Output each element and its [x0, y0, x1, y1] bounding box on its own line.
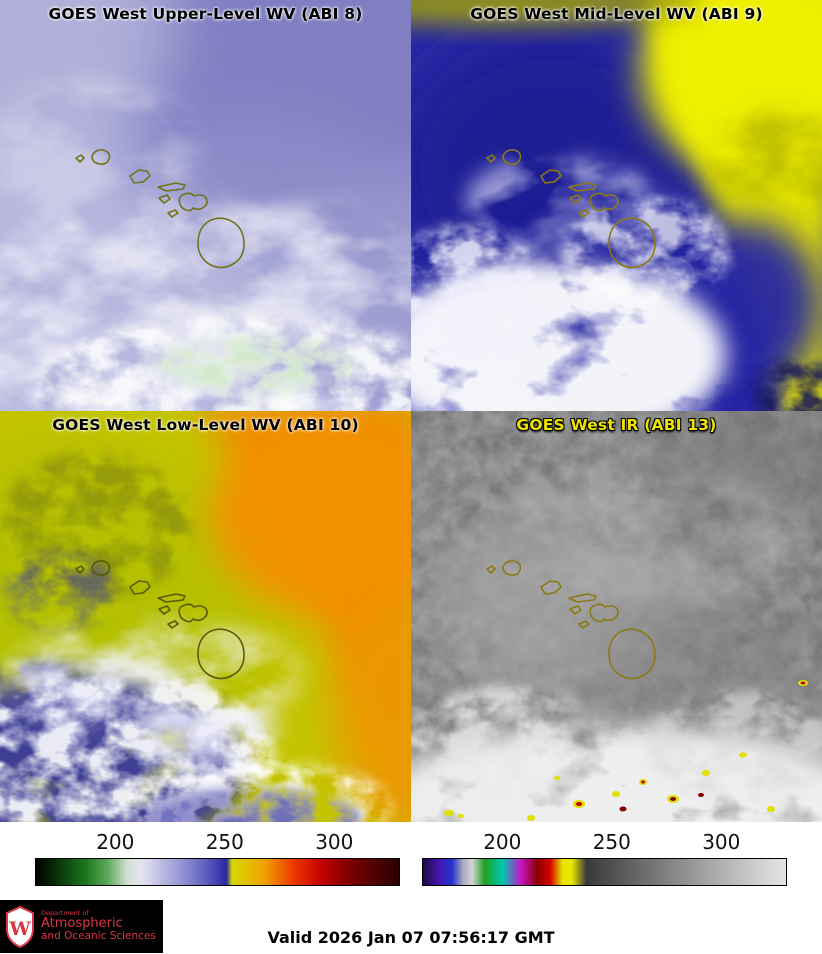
logo-line1: Atmospheric [41, 916, 123, 932]
colorbar-tick-label: 250 [205, 830, 244, 854]
panel-title-abi9: GOES West Mid-Level WV (ABI 9) [470, 5, 763, 23]
panel-title-abi10: GOES West Low-Level WV (ABI 10) [52, 416, 359, 434]
ir-colorbar: 200 250 300 [422, 830, 787, 886]
ir-colorbar-gradient [422, 858, 787, 886]
valid-timestamp: Valid 2026 Jan 07 07:56:17 GMT [267, 928, 555, 947]
panel-upper-level-wv: GOES West Upper-Level WV (ABI 8) [0, 0, 411, 411]
satellite-image-abi9 [411, 0, 822, 411]
satellite-image-abi10 [0, 411, 411, 822]
logo-line2: and Oceanic Sciences [41, 930, 156, 943]
panel-title-abi13: GOES West IR (ABI 13) [516, 416, 717, 434]
panel-ir: GOES West IR (ABI 13) [411, 411, 822, 822]
colorbar-tick-label: 300 [702, 830, 741, 854]
ir-colorbar-labels: 200 250 300 [422, 830, 787, 858]
colorbar-tick-label: 200 [96, 830, 135, 854]
satellite-image-abi8 [0, 0, 411, 411]
footer: W Department of Atmospheric and Oceanic … [0, 886, 822, 954]
panel-title-abi8: GOES West Upper-Level WV (ABI 8) [48, 5, 363, 23]
wv-colorbar-gradient [35, 858, 400, 886]
panel-mid-level-wv: GOES West Mid-Level WV (ABI 9) [411, 0, 822, 411]
panel-low-level-wv: GOES West Low-Level WV (ABI 10) [0, 411, 411, 822]
satellite-image-abi13 [411, 411, 822, 822]
aos-logo: W Department of Atmospheric and Oceanic … [0, 900, 163, 953]
colorbar-tick-label: 200 [483, 830, 522, 854]
cold-cloud-top-specks [444, 680, 808, 821]
logo-dept-line: Department of [41, 909, 89, 918]
logo-text: Department of Atmospheric and Oceanic Sc… [41, 910, 156, 942]
wv-colorbar-labels: 200 250 300 [35, 830, 400, 858]
panel-grid: GOES West Upper-Level WV (ABI 8) GOES [0, 0, 822, 822]
colorbar-tick-label: 300 [315, 830, 354, 854]
wv-colorbar: 200 250 300 [35, 830, 400, 886]
colorbar-tick-label: 250 [592, 830, 631, 854]
colorbar-row: 200 250 300 200 250 300 [0, 822, 822, 886]
uw-crest-icon: W [6, 905, 34, 948]
svg-text:W: W [8, 918, 31, 940]
